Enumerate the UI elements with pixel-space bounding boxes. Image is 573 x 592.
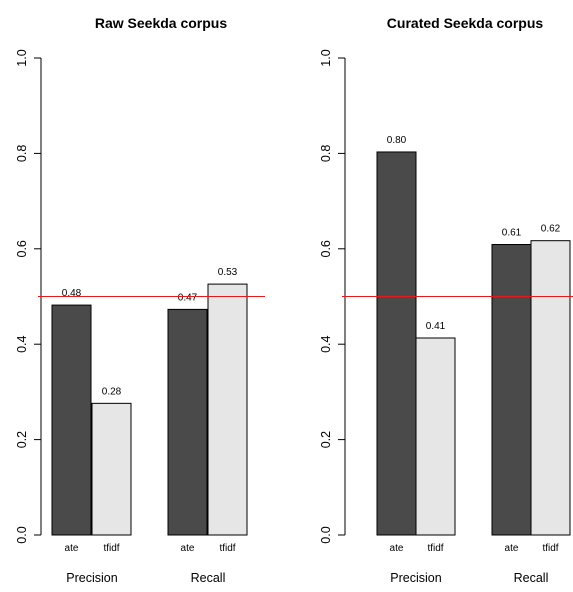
- group-label: Precision: [66, 571, 117, 585]
- category-label: ate: [505, 543, 519, 554]
- y-tick-label: 0.4: [15, 335, 29, 352]
- bar-precision-tfidf: [415, 337, 456, 536]
- bar-recall-ate: [491, 244, 532, 536]
- data-label: 0.47: [178, 292, 198, 303]
- category-label: ate: [65, 543, 79, 554]
- panel-2: Curated Seekda corpus 0.0 0.2 0.4 0.6 0.8 1.0 0…: [319, 15, 573, 585]
- y-tick-label: 0.0: [319, 526, 333, 543]
- group-label: Recall: [191, 571, 226, 585]
- y-tick-label: 0.2: [319, 431, 333, 448]
- bar-precision-ate: [51, 304, 92, 536]
- data-label: 0.41: [426, 321, 446, 332]
- y-tick-label: 0.0: [15, 526, 29, 543]
- category-label: ate: [390, 543, 404, 554]
- y-tick-label: 1.0: [15, 49, 29, 66]
- data-label: 0.62: [541, 224, 561, 235]
- bar-precision-tfidf: [91, 402, 132, 536]
- y-tick-label: 0.2: [15, 431, 29, 448]
- y-tick-label: 0.8: [15, 145, 29, 162]
- category-label: tfidf: [219, 543, 235, 554]
- category-label: tfidf: [427, 543, 443, 554]
- y-tick-label: 0.4: [319, 335, 333, 352]
- category-label: tfidf: [103, 543, 119, 554]
- y-tick-label: 1.0: [319, 49, 333, 66]
- category-label: ate: [181, 543, 195, 554]
- data-label: 0.53: [218, 267, 238, 278]
- data-label: 0.28: [102, 386, 122, 397]
- bar-precision-ate: [376, 151, 417, 536]
- y-tick-label: 0.6: [319, 240, 333, 257]
- chart-title: Curated Seekda corpus: [387, 15, 544, 31]
- category-label: tfidf: [542, 543, 558, 554]
- bar-recall-tfidf: [530, 240, 571, 536]
- chart-title: Raw Seekda corpus: [95, 15, 227, 31]
- data-label: 0.80: [387, 135, 407, 146]
- y-tick-label: 0.6: [15, 240, 29, 257]
- group-label: Recall: [514, 571, 549, 585]
- data-label: 0.48: [62, 288, 82, 299]
- data-label: 0.61: [502, 228, 522, 239]
- panel-1: Raw Seekda corpus 0.0 0.2 0.4 0.6 0.8 1.0 0.48 a…: [15, 15, 265, 585]
- bar-recall-tfidf: [207, 283, 248, 536]
- bar-recall-ate: [167, 308, 208, 536]
- y-tick-label: 0.8: [319, 145, 333, 162]
- group-label: Precision: [390, 571, 441, 585]
